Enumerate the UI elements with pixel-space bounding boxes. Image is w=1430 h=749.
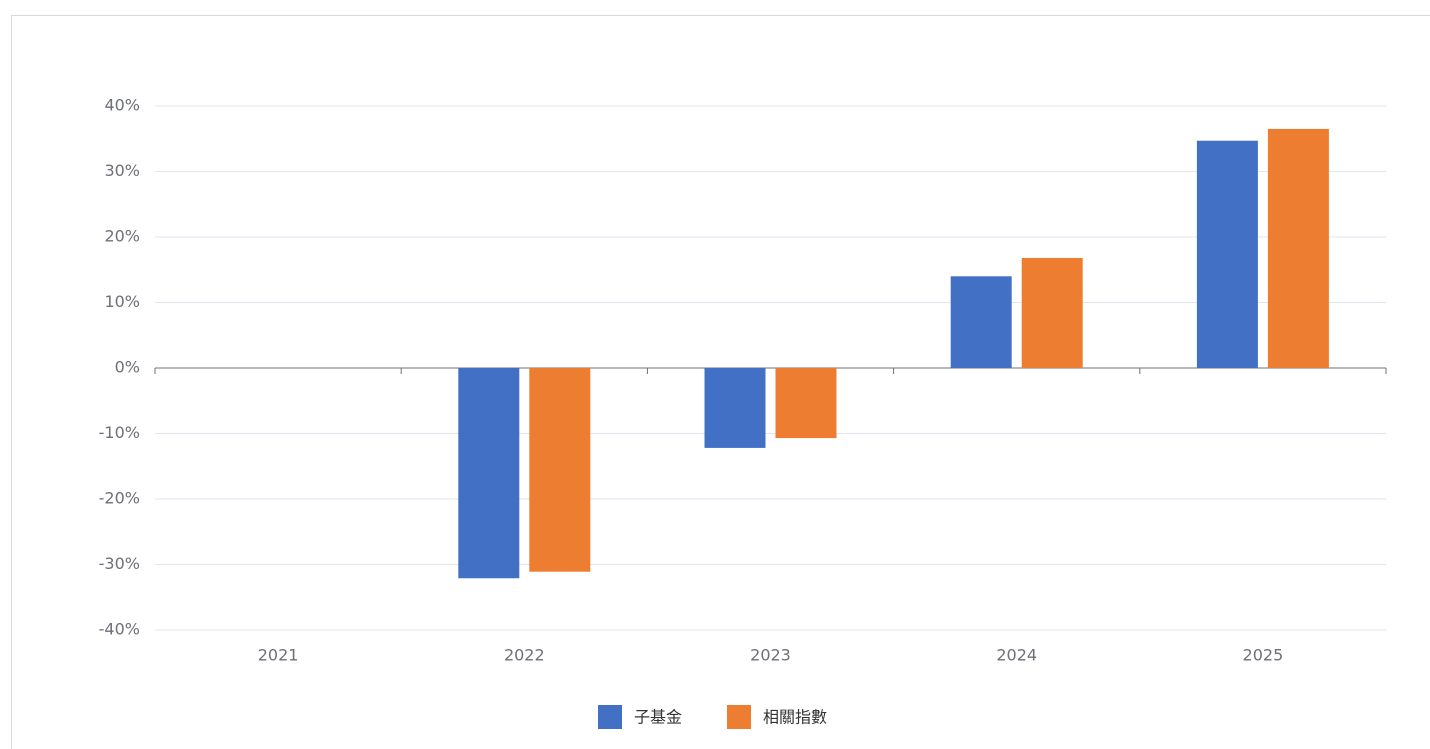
legend-label: 子基金 [634, 708, 682, 727]
bar [1267, 128, 1329, 368]
legend-swatch [727, 705, 752, 729]
bar [1196, 140, 1258, 368]
bar [529, 368, 591, 572]
y-tick-label: -20% [99, 489, 140, 508]
y-tick-label: -10% [99, 423, 140, 442]
x-tick-label: 2025 [1243, 646, 1284, 665]
legend-label: 相關指數 [763, 708, 827, 727]
bar [458, 368, 520, 579]
y-tick-label: 10% [104, 292, 140, 311]
bar [704, 368, 766, 448]
y-tick-label: 30% [104, 161, 140, 180]
bar [1021, 257, 1083, 368]
x-tick-label: 2024 [996, 646, 1037, 665]
y-tick-label: 0% [115, 358, 140, 377]
x-tick-label: 2022 [504, 646, 545, 665]
y-tick-label: 20% [104, 227, 140, 246]
x-tick-label: 2021 [258, 646, 299, 665]
y-tick-label: 40% [104, 96, 140, 115]
y-tick-label: -40% [99, 620, 140, 639]
bar [950, 276, 1012, 368]
x-tick-label: 2023 [750, 646, 791, 665]
legend-swatch [598, 705, 622, 729]
bar [775, 368, 837, 439]
y-tick-label: -30% [99, 554, 140, 573]
